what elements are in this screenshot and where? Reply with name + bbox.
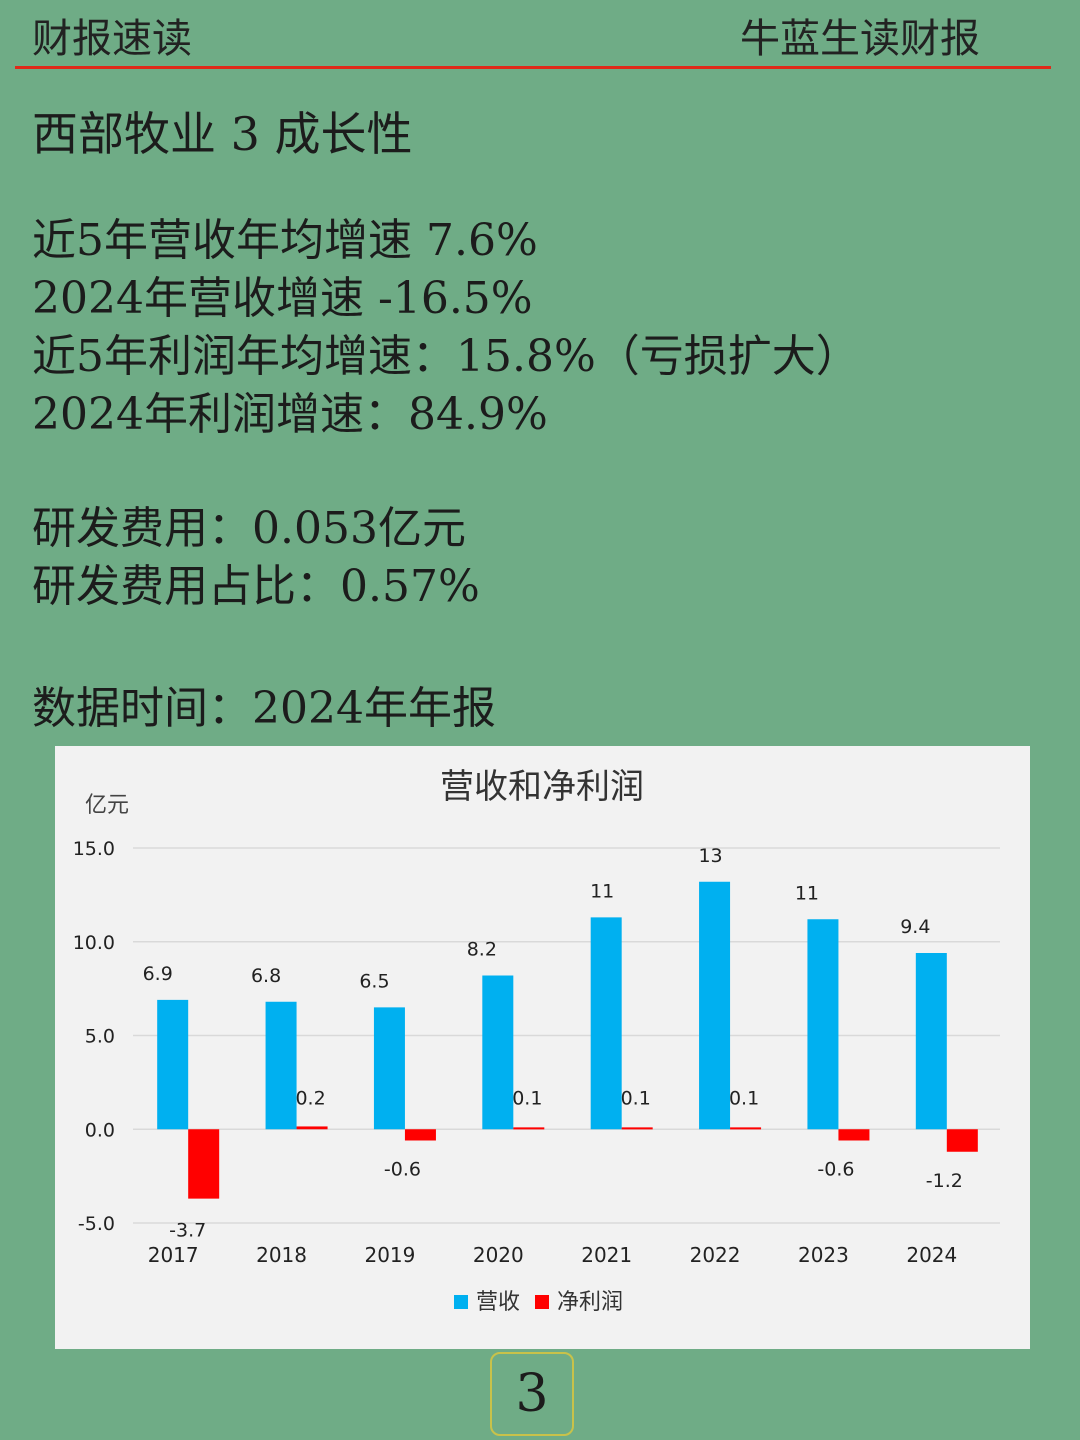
x-tick-label: 2022 <box>690 1243 741 1267</box>
chart-title: 营收和净利润 <box>440 767 644 807</box>
data-label-revenue: 13 <box>698 845 722 867</box>
bar-revenue <box>915 953 947 1130</box>
bar-revenue <box>265 1001 297 1130</box>
legend-swatch-revenue <box>454 1295 468 1309</box>
y-axis-unit-label: 亿元 <box>85 793 129 818</box>
data-label-revenue: 6.8 <box>251 965 281 987</box>
legend-swatch-net-profit <box>535 1295 549 1309</box>
y-tick-label: 5.0 <box>85 1026 115 1048</box>
x-tick-label: 2021 <box>581 1243 632 1267</box>
data-label-net-profit: -1.2 <box>926 1170 963 1192</box>
data-label-net-profit: 0.1 <box>512 1087 542 1109</box>
y-tick-label: 15.0 <box>73 838 115 860</box>
x-tick-label: 2023 <box>798 1243 849 1267</box>
data-label-net-profit: -0.6 <box>817 1159 854 1181</box>
bar-net-profit <box>513 1127 545 1130</box>
bar-revenue <box>157 999 189 1130</box>
legend-label-revenue: 营收 <box>476 1290 520 1315</box>
data-label-net-profit: 0.2 <box>295 1087 325 1109</box>
x-tick-label: 2024 <box>906 1243 957 1267</box>
header-divider <box>15 66 1051 69</box>
y-tick-label: -5.0 <box>78 1213 115 1235</box>
bar-revenue <box>699 881 731 1130</box>
stat-revenue-cagr: 近5年营收年均增速 7.6% <box>32 215 538 266</box>
bar-net-profit <box>621 1127 653 1130</box>
data-label-revenue: 6.5 <box>359 970 389 992</box>
revenue-profit-chart: 营收和净利润亿元 15.0 10.0 5.0 0.0 -5.0 2017 2018 2019 20… <box>55 746 1030 1349</box>
bar-net-profit <box>730 1127 762 1130</box>
bar-revenue <box>373 1007 405 1130</box>
x-tick-label: 2018 <box>256 1243 307 1267</box>
stat-profit-cagr: 近5年利润年均增速：15.8%（亏损扩大） <box>32 331 860 382</box>
data-label-revenue: 6.9 <box>143 963 173 985</box>
section-title: 西部牧业 3 成长性 <box>32 107 413 161</box>
data-label-revenue: 9.4 <box>900 916 930 938</box>
bar-net-profit <box>946 1129 978 1152</box>
data-label-revenue: 8.2 <box>467 939 497 961</box>
rd-stats: 研发费用：0.053亿元 研发费用占比：0.57% <box>32 500 480 616</box>
stat-rd-expense: 研发费用：0.053亿元 <box>32 503 466 554</box>
data-label-net-profit: -3.7 <box>169 1220 206 1242</box>
header-left-title: 财报速读 <box>32 16 192 62</box>
bar-revenue <box>482 975 514 1130</box>
y-tick-label: 10.0 <box>73 932 115 954</box>
bar-net-profit <box>188 1129 220 1199</box>
data-label-revenue: 11 <box>590 880 614 902</box>
stat-profit-growth-2024: 2024年利润增速：84.9% <box>32 389 548 440</box>
data-time: 数据时间：2024年年报 <box>32 683 496 734</box>
legend-label-net-profit: 净利润 <box>557 1290 623 1315</box>
bar-revenue <box>590 917 622 1130</box>
bar-net-profit <box>838 1129 870 1141</box>
x-tick-label: 2019 <box>364 1243 415 1267</box>
bar-net-profit <box>404 1129 436 1141</box>
page-number: 3 <box>490 1352 574 1436</box>
data-label-net-profit: 0.1 <box>729 1087 759 1109</box>
x-tick-label: 2017 <box>148 1243 199 1267</box>
bar-net-profit <box>296 1126 328 1130</box>
bar-revenue <box>807 919 839 1130</box>
data-label-net-profit: 0.1 <box>621 1087 651 1109</box>
x-tick-label: 2020 <box>473 1243 524 1267</box>
y-tick-label: 0.0 <box>85 1119 115 1141</box>
stat-rd-ratio: 研发费用占比：0.57% <box>32 561 480 612</box>
header-right-title: 牛蓝生读财报 <box>740 16 980 62</box>
data-label-revenue: 11 <box>795 882 819 904</box>
data-label-net-profit: -0.6 <box>384 1159 421 1181</box>
stat-revenue-growth-2024: 2024年营收增速 -16.5% <box>32 273 533 324</box>
growth-stats: 近5年营收年均增速 7.6% 2024年营收增速 -16.5% 近5年利润年均增… <box>32 212 860 444</box>
